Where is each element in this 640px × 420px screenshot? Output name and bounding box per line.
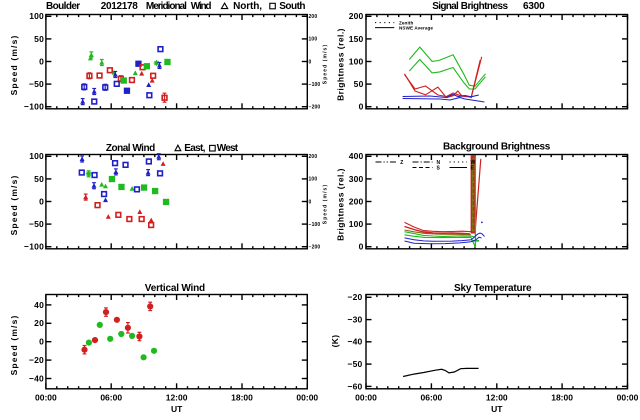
- svg-text:100: 100: [349, 56, 364, 66]
- svg-text:12:00: 12:00: [486, 393, 508, 403]
- svg-text:200: 200: [349, 196, 364, 206]
- svg-text:100: 100: [29, 11, 44, 21]
- svg-text:100: 100: [29, 151, 44, 161]
- svg-text:−60: −60: [347, 381, 362, 391]
- svg-text:Wind: Wind: [191, 1, 212, 12]
- svg-text:Meridional: Meridional: [146, 1, 187, 12]
- svg-text:−100: −100: [24, 102, 44, 112]
- svg-text:0: 0: [39, 196, 44, 206]
- svg-text:6300: 6300: [523, 1, 545, 12]
- svg-text:−20: −20: [347, 292, 362, 302]
- svg-text:South: South: [279, 1, 305, 12]
- svg-text:−50: −50: [29, 79, 44, 89]
- svg-text:Zonal Wind: Zonal Wind: [106, 143, 155, 154]
- svg-text:−100: −100: [309, 222, 321, 228]
- svg-text:(K): (K): [330, 335, 340, 348]
- svg-text:−30: −30: [347, 315, 362, 325]
- svg-text:100: 100: [309, 37, 318, 43]
- svg-text:−40: −40: [347, 337, 362, 347]
- svg-text:50: 50: [34, 174, 44, 184]
- svg-text:−100: −100: [309, 82, 321, 88]
- svg-text:North,: North,: [233, 1, 262, 12]
- svg-text:12:00: 12:00: [166, 393, 188, 403]
- svg-text:100: 100: [349, 219, 364, 229]
- svg-text:0: 0: [309, 199, 312, 205]
- svg-text:−50: −50: [347, 359, 362, 369]
- svg-text:150: 150: [349, 34, 364, 44]
- svg-text:−200: −200: [309, 105, 321, 111]
- svg-text:Zenith: Zenith: [399, 20, 413, 25]
- svg-text:−200: −200: [309, 245, 321, 251]
- svg-text:200: 200: [349, 11, 364, 21]
- svg-text:18:00: 18:00: [551, 393, 573, 403]
- svg-text:0: 0: [39, 337, 44, 347]
- svg-text:2012178: 2012178: [101, 1, 139, 12]
- svg-text:N: N: [437, 160, 441, 166]
- svg-text:Speed (m/s): Speed (m/s): [323, 184, 329, 224]
- svg-text:Brightness: Brightness: [461, 1, 509, 12]
- svg-text:400: 400: [349, 151, 364, 161]
- svg-text:−20: −20: [29, 355, 44, 365]
- svg-text:W: W: [471, 160, 476, 166]
- svg-text:50: 50: [354, 79, 364, 89]
- svg-text:West: West: [217, 143, 239, 154]
- svg-text:200: 200: [309, 154, 318, 160]
- svg-text:Z: Z: [400, 160, 403, 166]
- svg-text:UT: UT: [491, 404, 503, 414]
- svg-text:0: 0: [309, 59, 312, 65]
- svg-text:Brightness (rel.): Brightness (rel.): [336, 28, 346, 101]
- svg-text:18:00: 18:00: [231, 393, 253, 403]
- svg-text:06:00: 06:00: [421, 393, 443, 403]
- svg-text:0: 0: [359, 242, 364, 252]
- svg-text:Brightness (rel.): Brightness (rel.): [336, 168, 346, 241]
- svg-text:NSWE Average: NSWE Average: [399, 26, 433, 31]
- svg-text:−40: −40: [29, 373, 44, 383]
- svg-text:00:00: 00:00: [617, 393, 639, 403]
- svg-text:50: 50: [34, 34, 44, 44]
- svg-text:−50: −50: [29, 219, 44, 229]
- svg-text:00:00: 00:00: [355, 393, 377, 403]
- svg-text:100: 100: [309, 177, 318, 183]
- svg-text:20: 20: [34, 318, 44, 328]
- svg-text:−100: −100: [24, 242, 44, 252]
- svg-text:Signal: Signal: [432, 1, 459, 12]
- svg-text:Speed (m/s): Speed (m/s): [9, 35, 19, 96]
- svg-text:00:00: 00:00: [35, 393, 57, 403]
- svg-text:Background Brightness: Background Brightness: [443, 141, 551, 152]
- svg-text:00:00: 00:00: [296, 393, 318, 403]
- svg-text:0: 0: [359, 102, 364, 112]
- svg-text:Sky Temperature: Sky Temperature: [454, 283, 532, 294]
- svg-text:Speed (m/s): Speed (m/s): [9, 315, 19, 376]
- svg-text:Boulder: Boulder: [46, 1, 80, 12]
- svg-text:300: 300: [349, 174, 364, 184]
- svg-text:Speed (m/s): Speed (m/s): [9, 175, 19, 236]
- svg-text:UT: UT: [171, 404, 183, 414]
- svg-text:E: E: [471, 166, 475, 172]
- svg-text:East,: East,: [184, 143, 205, 154]
- svg-text:0: 0: [39, 56, 44, 66]
- svg-text:40: 40: [34, 300, 44, 310]
- svg-text:Speed (m/s): Speed (m/s): [323, 44, 329, 84]
- svg-text:200: 200: [309, 14, 318, 20]
- svg-text:Vertical Wind: Vertical Wind: [145, 283, 205, 294]
- svg-text:06:00: 06:00: [100, 393, 122, 403]
- svg-text:S: S: [437, 166, 441, 172]
